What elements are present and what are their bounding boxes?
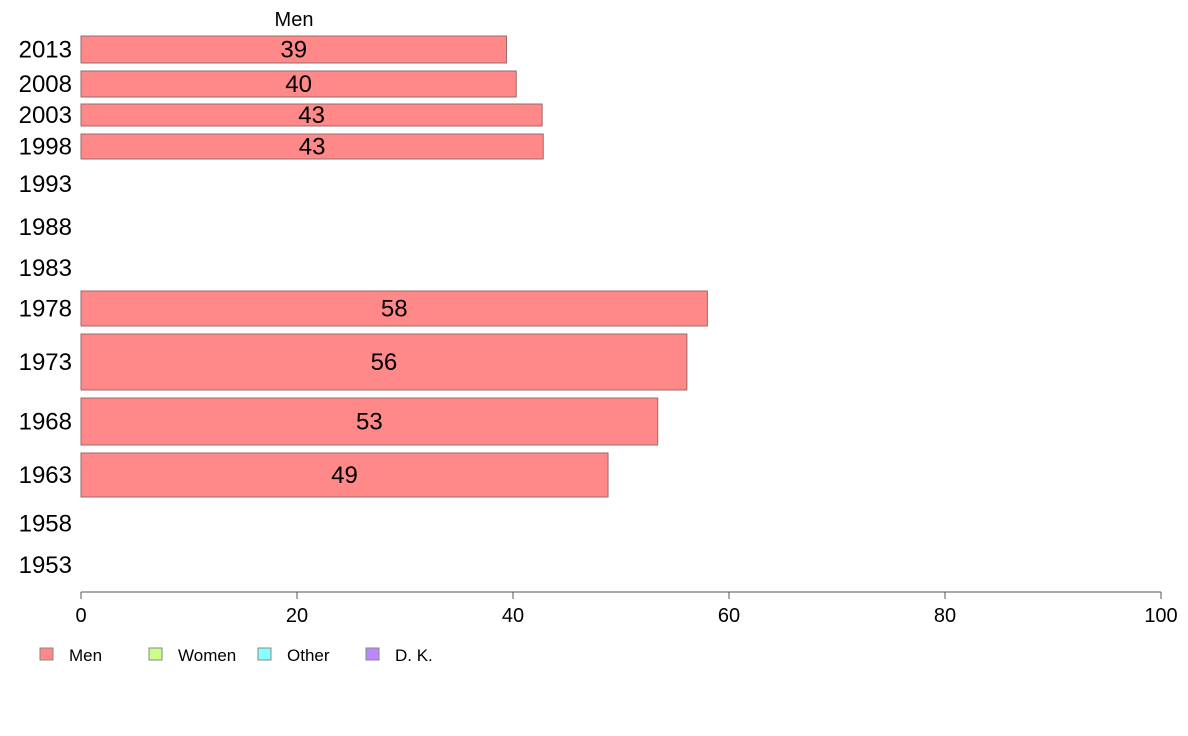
y-tick-label: 1968 [19,409,72,436]
y-tick-label: 1958 [19,511,72,538]
y-tick-label: 1953 [19,552,72,579]
x-tick-label: 100 [1144,605,1177,627]
x-axis-ticks: 0 20 40 60 80 100 [75,592,1178,627]
x-tick-label: 20 [286,605,308,627]
bar-1963 [80,452,609,498]
legend: Men Women Other D. K. [39,646,433,665]
x-tick-label: 0 [75,605,86,627]
bars-group: 39 40 43 43 58 56 53 49 [80,35,708,498]
bar-data-label: 43 [299,134,326,161]
bar-data-label: 56 [371,349,398,376]
y-tick-label: 1988 [19,214,72,241]
y-tick-label: 1993 [19,171,72,198]
legend-label: Men [69,646,102,665]
bar-1998 [80,133,544,160]
bar-data-label: 53 [356,409,383,436]
bar-1973 [80,333,688,391]
x-tick-label: 40 [502,605,524,627]
x-tick-label: 80 [934,605,956,627]
series-title: Men [275,9,314,31]
y-tick-label: 1963 [19,462,72,489]
bar-1978 [80,290,708,327]
legend-label: D. K. [395,646,433,665]
bar-data-label: 39 [280,37,307,64]
bar-2003 [80,103,543,127]
legend-label: Other [287,646,330,665]
legend-label: Women [178,646,236,665]
bar-data-label: 40 [285,71,312,98]
bar-data-label: 58 [381,296,408,323]
y-axis-ticks: 2013 2008 2003 1998 1993 1988 1983 1978 1973 1968… [19,37,72,580]
y-tick-label: 2003 [19,102,72,129]
y-tick-label: 1973 [19,349,72,376]
y-tick-label: 2013 [19,37,72,64]
bar-1968 [80,397,659,446]
bar-data-label: 49 [331,462,358,489]
legend-swatch-other [257,647,272,661]
legend-swatch-men [39,647,54,661]
y-tick-label: 2008 [19,71,72,98]
bar-2013 [80,35,508,64]
legend-swatch-dk [365,647,380,661]
bar-2008 [80,70,517,98]
x-tick-label: 60 [718,605,740,627]
y-tick-label: 1983 [19,255,72,282]
y-tick-label: 1978 [19,296,72,323]
y-tick-label: 1998 [19,134,72,161]
bar-data-label: 43 [298,102,325,129]
legend-swatch-women [148,647,163,661]
